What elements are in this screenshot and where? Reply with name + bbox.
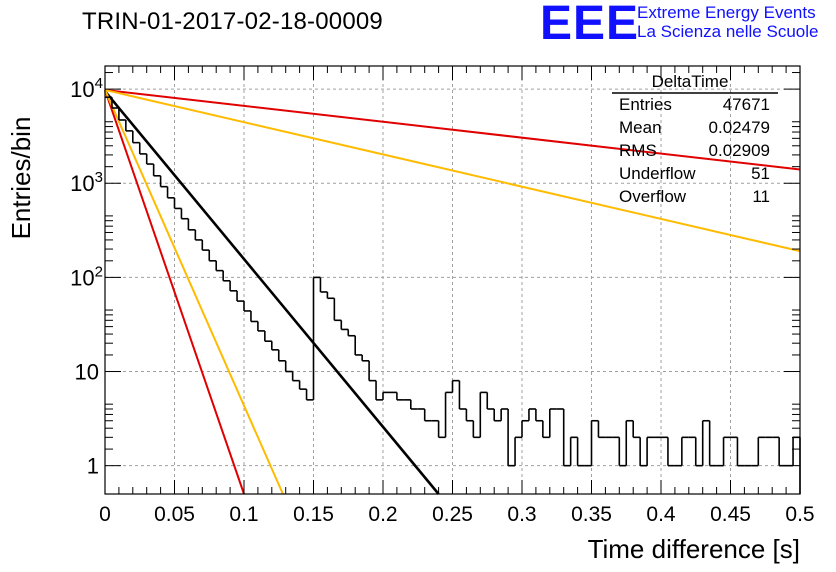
logo-line-1: Extreme Energy Events	[637, 3, 816, 22]
plot-title: TRIN-01-2017-02-18-00009	[82, 8, 383, 35]
x-tick-label: 0.5	[785, 503, 814, 526]
fit-line-3	[104, 88, 801, 253]
fit-lines	[103, 88, 801, 495]
stats-label: Underflow	[619, 164, 696, 183]
axis-ticks: 0 0.05 0.1 0.15 0.2 0.25 0.3 0.35 0.4 0.45 0.5 1 10 1…	[70, 66, 815, 526]
x-tick-label: 0.35	[571, 503, 612, 526]
stats-value: 0.02909	[709, 141, 770, 160]
y-tick-label: 104	[70, 75, 103, 102]
x-axis-label: Time difference [s]	[588, 534, 800, 564]
stats-value: 51	[751, 164, 770, 183]
x-tick-label: 0.1	[229, 503, 258, 526]
y-tick-label: 103	[70, 169, 103, 196]
stats-label: Overflow	[619, 187, 687, 206]
x-tick-label: 0.4	[646, 503, 676, 526]
y-axis-label: Entries/bin	[6, 117, 36, 240]
fit-line-0	[103, 90, 440, 495]
x-tick-label: 0	[99, 503, 111, 526]
y-tick-label: 1	[87, 454, 99, 479]
fit-line-1	[104, 88, 801, 171]
stats-title: DeltaTime	[652, 72, 729, 91]
eee-logo: EEE Extreme Energy Events La Scienza nel…	[540, 0, 836, 50]
stats-label: Entries	[619, 95, 672, 114]
y-tick-label: 102	[70, 263, 103, 290]
histogram-bars	[105, 96, 801, 495]
x-tick-label: 0.15	[293, 503, 334, 526]
x-tick-label: 0.25	[432, 503, 473, 526]
stats-value: 47671	[723, 95, 770, 114]
logo-mark: EEE	[540, 0, 640, 50]
y-tick-label: 10	[75, 360, 99, 385]
stats-box: DeltaTime Entries 47671 Mean 0.02479 RMS 0.02…	[612, 72, 778, 206]
stats-value: 0.02479	[709, 118, 770, 137]
fit-line-2	[104, 89, 245, 495]
stats-value: 11	[752, 187, 770, 206]
fit-line-4	[104, 89, 284, 495]
logo-line-2: La Scienza nelle Scuole	[637, 22, 819, 41]
x-tick-label: 0.45	[710, 503, 751, 526]
stats-label: RMS	[619, 141, 657, 160]
x-tick-label: 0.2	[368, 503, 397, 526]
x-tick-label: 0.05	[154, 503, 195, 526]
x-tick-label: 0.3	[507, 503, 536, 526]
stats-label: Mean	[619, 118, 662, 137]
